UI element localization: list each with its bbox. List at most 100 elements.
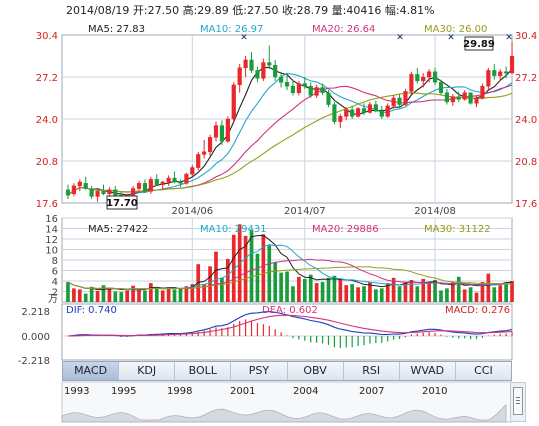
candle [427,69,432,83]
price-tick-left: 20.8 [36,157,58,168]
volume-bar [362,286,366,302]
low-price-label: 17.70 [106,195,138,210]
candle [249,52,254,74]
candle [492,63,497,80]
volume-bar [297,276,301,302]
price-x-tick: 2014/06 [172,206,214,217]
candle [148,176,153,194]
tab-psy[interactable]: PSY [231,362,288,380]
volume-bar [504,284,508,302]
volume-bars [66,224,514,302]
volume-bar [421,278,426,302]
event-marker-icon[interactable]: ✕ [240,33,248,43]
volume-bar [267,245,272,302]
candle [89,185,94,200]
event-marker-icon[interactable]: ✕ [447,33,455,43]
event-marker-icon[interactable]: ✕ [396,33,404,43]
candle [474,95,479,108]
candle [279,71,284,88]
price-ma-lines [67,66,513,196]
candle [83,176,88,190]
volume-bar [486,273,491,302]
volume-bar [184,286,189,302]
navigator-years: 1993 1995 1998 2001 2004 2007 2010 [64,386,447,397]
volume-unit-label: 万 [48,294,58,305]
navigator-scroll-thumb[interactable] [513,387,523,415]
candle [101,184,106,196]
tab-obv[interactable]: OBV [287,362,344,380]
candle [142,179,148,193]
volume-bar [131,285,135,302]
volume-bar [480,282,485,302]
high-price-label: 29.89 [463,36,495,51]
price-x-tick: 2014/08 [414,206,456,217]
candle [367,101,373,114]
candle [504,66,509,79]
navigator-year-label: 2001 [230,386,255,397]
volume-bar [308,274,313,302]
candle [267,45,272,70]
volume-bar [172,289,177,302]
volume-bar [202,284,206,302]
volume-ma-lines [67,234,513,291]
volume-bar [214,251,218,302]
navigator-year-label: 1993 [64,386,89,397]
candle [95,189,100,202]
volume-grid [62,217,512,302]
navigator-year-label: 1998 [167,386,192,397]
tab-wvad[interactable]: WVAD [399,362,456,380]
volume-bar [83,293,88,302]
candle [403,88,408,106]
navigator-frame[interactable] [61,381,513,423]
quote-summary: 2014/08/19 开:27.50 高:29.89 低:27.50 收:28.… [66,4,435,17]
candle [332,101,337,125]
tab-rsi[interactable]: RSI [343,362,400,380]
candle [468,92,473,105]
volume-ma20-line [67,258,513,290]
macd-dif-label: DIF: 0.740 [66,305,117,316]
price-x-tick: 2014/07 [284,206,326,217]
macd-dea-label: DEA: 0.602 [262,305,318,316]
candle [178,179,183,188]
volume-bar [314,283,319,302]
candle [184,172,189,185]
ma10-line [67,72,513,196]
volume-bar [397,286,402,302]
volume-bar [225,258,230,302]
volume-bar [166,287,171,302]
event-marker-icon[interactable]: ✕ [505,33,513,43]
candle [486,67,491,91]
navigator-scrollbar[interactable] [510,382,526,422]
price-tick-right: 20.8 [515,157,537,168]
candle [166,175,171,186]
candle [450,94,455,106]
candle [231,82,236,122]
tab-boll[interactable]: BOLL [175,362,232,380]
volume-bar [391,277,396,302]
volume-bar [433,279,437,302]
candle [344,107,349,121]
tab-kdj[interactable]: KDJ [119,362,176,380]
tab-macd[interactable]: MACD [63,362,120,380]
candle [361,103,367,116]
volume-bar [119,292,124,302]
volume-tick: 10 [45,246,58,257]
price-x-ticks: 2014/06 2014/07 2014/08 [172,206,456,217]
price-axis-left: 30.4 27.2 24.0 20.8 17.6 [36,31,58,210]
volume-bar [326,277,331,302]
volume-bar [403,282,408,302]
candle [77,179,82,192]
candle [409,71,414,95]
volume-bar [344,285,349,302]
volume-bar [178,288,183,302]
candle [243,56,248,77]
tab-cci[interactable]: CCI [455,362,511,380]
navigator-year-label: 2010 [422,386,447,397]
volume-bar [462,289,467,302]
volume-bar [409,279,414,302]
price-tick-left: 27.2 [36,73,58,84]
volume-bar [439,290,443,302]
price-tick-right: 17.6 [515,199,537,210]
navigator-history-area [61,403,507,423]
